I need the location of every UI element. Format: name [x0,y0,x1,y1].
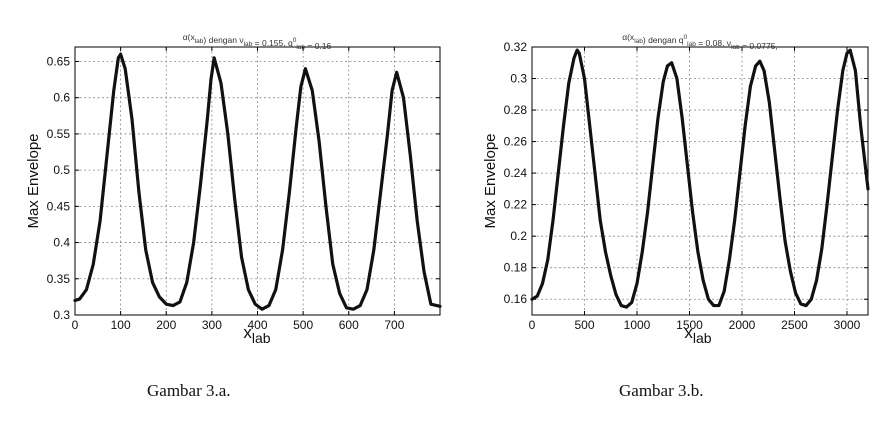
y-tick-label: 0.24 [504,166,528,180]
x-tick-label: 600 [339,318,359,332]
x-axis-label: xlab [243,323,270,346]
y-tick-label: 0.2 [510,229,527,243]
caption-b: Gambar 3.b. [619,381,704,400]
x-tick-label: 200 [156,318,176,332]
x-tick-label: 700 [384,318,404,332]
x-tick-label: 500 [574,318,594,332]
x-tick-label: 1500 [676,318,703,332]
y-tick-label: 0.65 [47,54,71,68]
series-line [530,48,870,309]
x-tick-label: 1000 [624,318,651,332]
y-tick-label: 0.55 [47,127,71,141]
chart-title: α(xlab) dengan νlab = 0.155, q0lab = 0.1… [183,32,332,51]
y-tick-label: 0.5 [53,163,70,177]
y-tick-label: 0.6 [53,91,70,105]
y-tick-label: 0.26 [504,135,528,149]
x-axis-label: xlab [684,323,711,346]
x-tick-label: 300 [202,318,222,332]
x-tick-label: 100 [111,318,131,332]
x-tick-label: 2500 [781,318,808,332]
x-tick-label: 3000 [834,318,861,332]
y-tick-label: 0.45 [47,199,71,213]
series-line [73,52,442,311]
y-tick-label: 0.3 [53,308,70,322]
plot-area [75,47,440,315]
x-tick-label: 0 [72,318,79,332]
caption-a: Gambar 3.a. [147,381,231,400]
x-tick-label: 0 [529,318,536,332]
y-tick-label: 0.22 [504,198,528,212]
y-tick-label: 0.28 [504,103,528,117]
y-axis-label: Max Envelope [482,133,499,228]
x-tick-label: 400 [247,318,267,332]
y-axis-label: Max Envelope [25,133,42,228]
chart-b: 0 500 1000 1500 2000 2500 3000 0.16 0.18 0.2 0.22 0… [482,32,870,346]
y-tick-label: 0.4 [53,236,70,250]
y-tick-label: 0.32 [504,40,528,54]
chart-a: 0 100 200 300 400 500 600 700 0.3 0.35 0.4 0.45 0.5 0… [25,32,442,346]
y-tick-label: 0.16 [504,292,528,306]
x-tick-label: 2000 [729,318,756,332]
chart-title: α(xlab) dengan q0lab = 0.08, νlab = 0.07… [622,32,778,51]
ticks [74,47,440,316]
x-tick-label: 500 [293,318,313,332]
y-tick-label: 0.3 [510,72,527,86]
y-tick-label: 0.18 [504,261,528,275]
y-tick-label: 0.35 [47,272,71,286]
